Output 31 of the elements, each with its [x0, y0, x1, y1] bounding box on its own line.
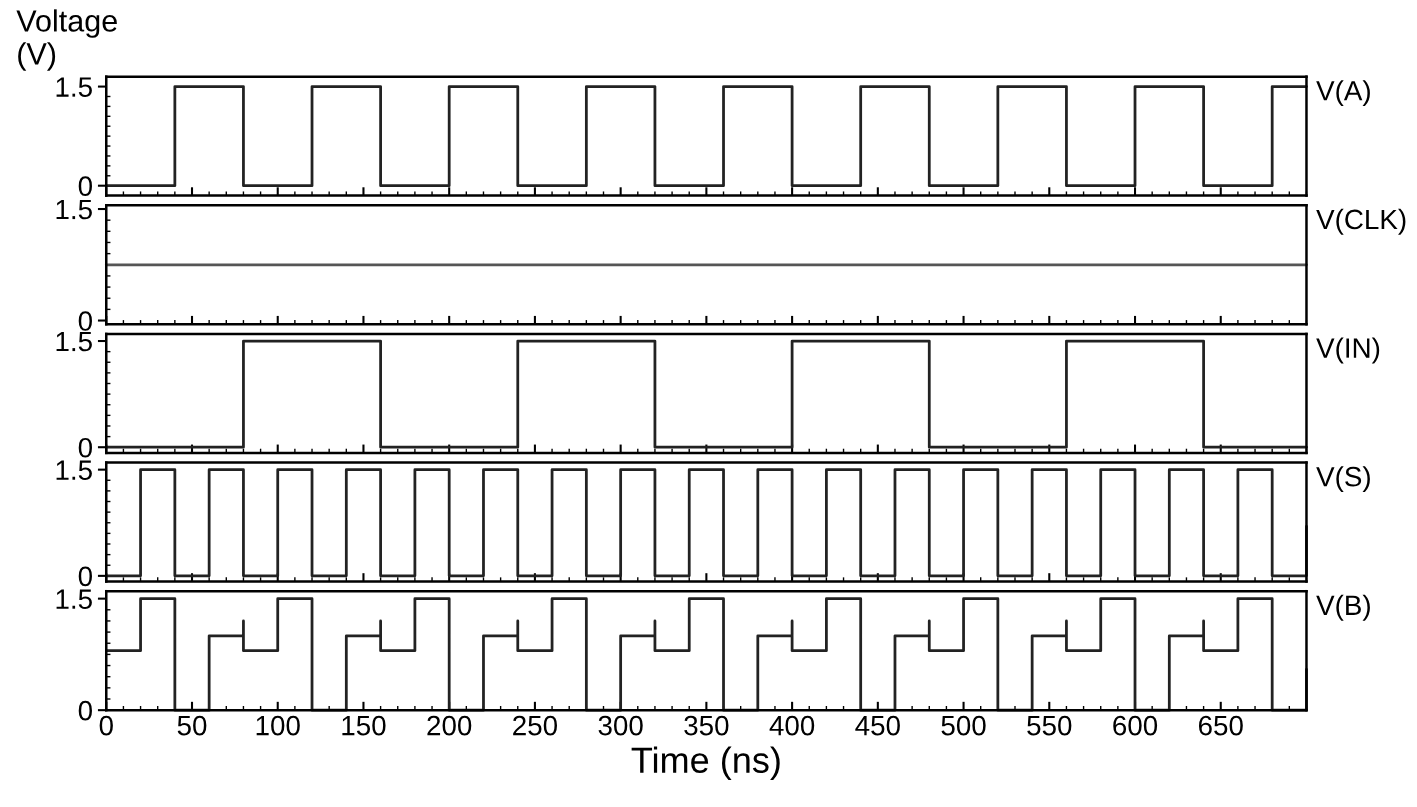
x-tick-label: 250 [513, 715, 558, 736]
text: V(IN) [1316, 337, 1380, 364]
y-tick-label: 1.5 [56, 199, 92, 220]
x-tick-label: 500 [941, 715, 986, 736]
y-tick-label: 1.5 [56, 460, 92, 480]
y-tick-label: 0 [78, 700, 92, 721]
x-tick-label: 200 [427, 715, 472, 736]
x-axis-title: Time (ns) [631, 746, 780, 781]
x-tick-label: 350 [684, 715, 729, 736]
y-tick-label: 0 [78, 176, 92, 197]
y-tick-label: 0 [78, 437, 92, 458]
y-axis-title: Voltage (V) [16, 9, 117, 71]
x-tick-label: 150 [342, 715, 386, 736]
y-tick-label: 1.5 [56, 331, 92, 352]
x-tick-label: 300 [598, 715, 643, 736]
series-label: V(S) [1316, 466, 1370, 493]
series-label: V(CLK) [1316, 208, 1406, 235]
series-label: V(A) [1316, 80, 1370, 107]
x-tick-label: 400 [769, 715, 815, 736]
y-tick-label: 1.5 [56, 589, 92, 609]
series-label: V(B) [1316, 594, 1370, 621]
x-tick-label: 600 [1113, 715, 1158, 736]
x-tick-label: 100 [256, 715, 300, 736]
x-tick-label: 50 [177, 715, 207, 736]
x-tick-label: 650 [1198, 715, 1243, 736]
y-tick-label: 1.5 [56, 77, 92, 97]
y-tick-label: 0 [78, 311, 92, 331]
x-tick-label: 450 [855, 715, 900, 736]
y-tick-label: 0 [78, 566, 92, 587]
x-tick-label: 550 [1027, 715, 1072, 736]
x-tick-label: 0 [99, 715, 113, 736]
